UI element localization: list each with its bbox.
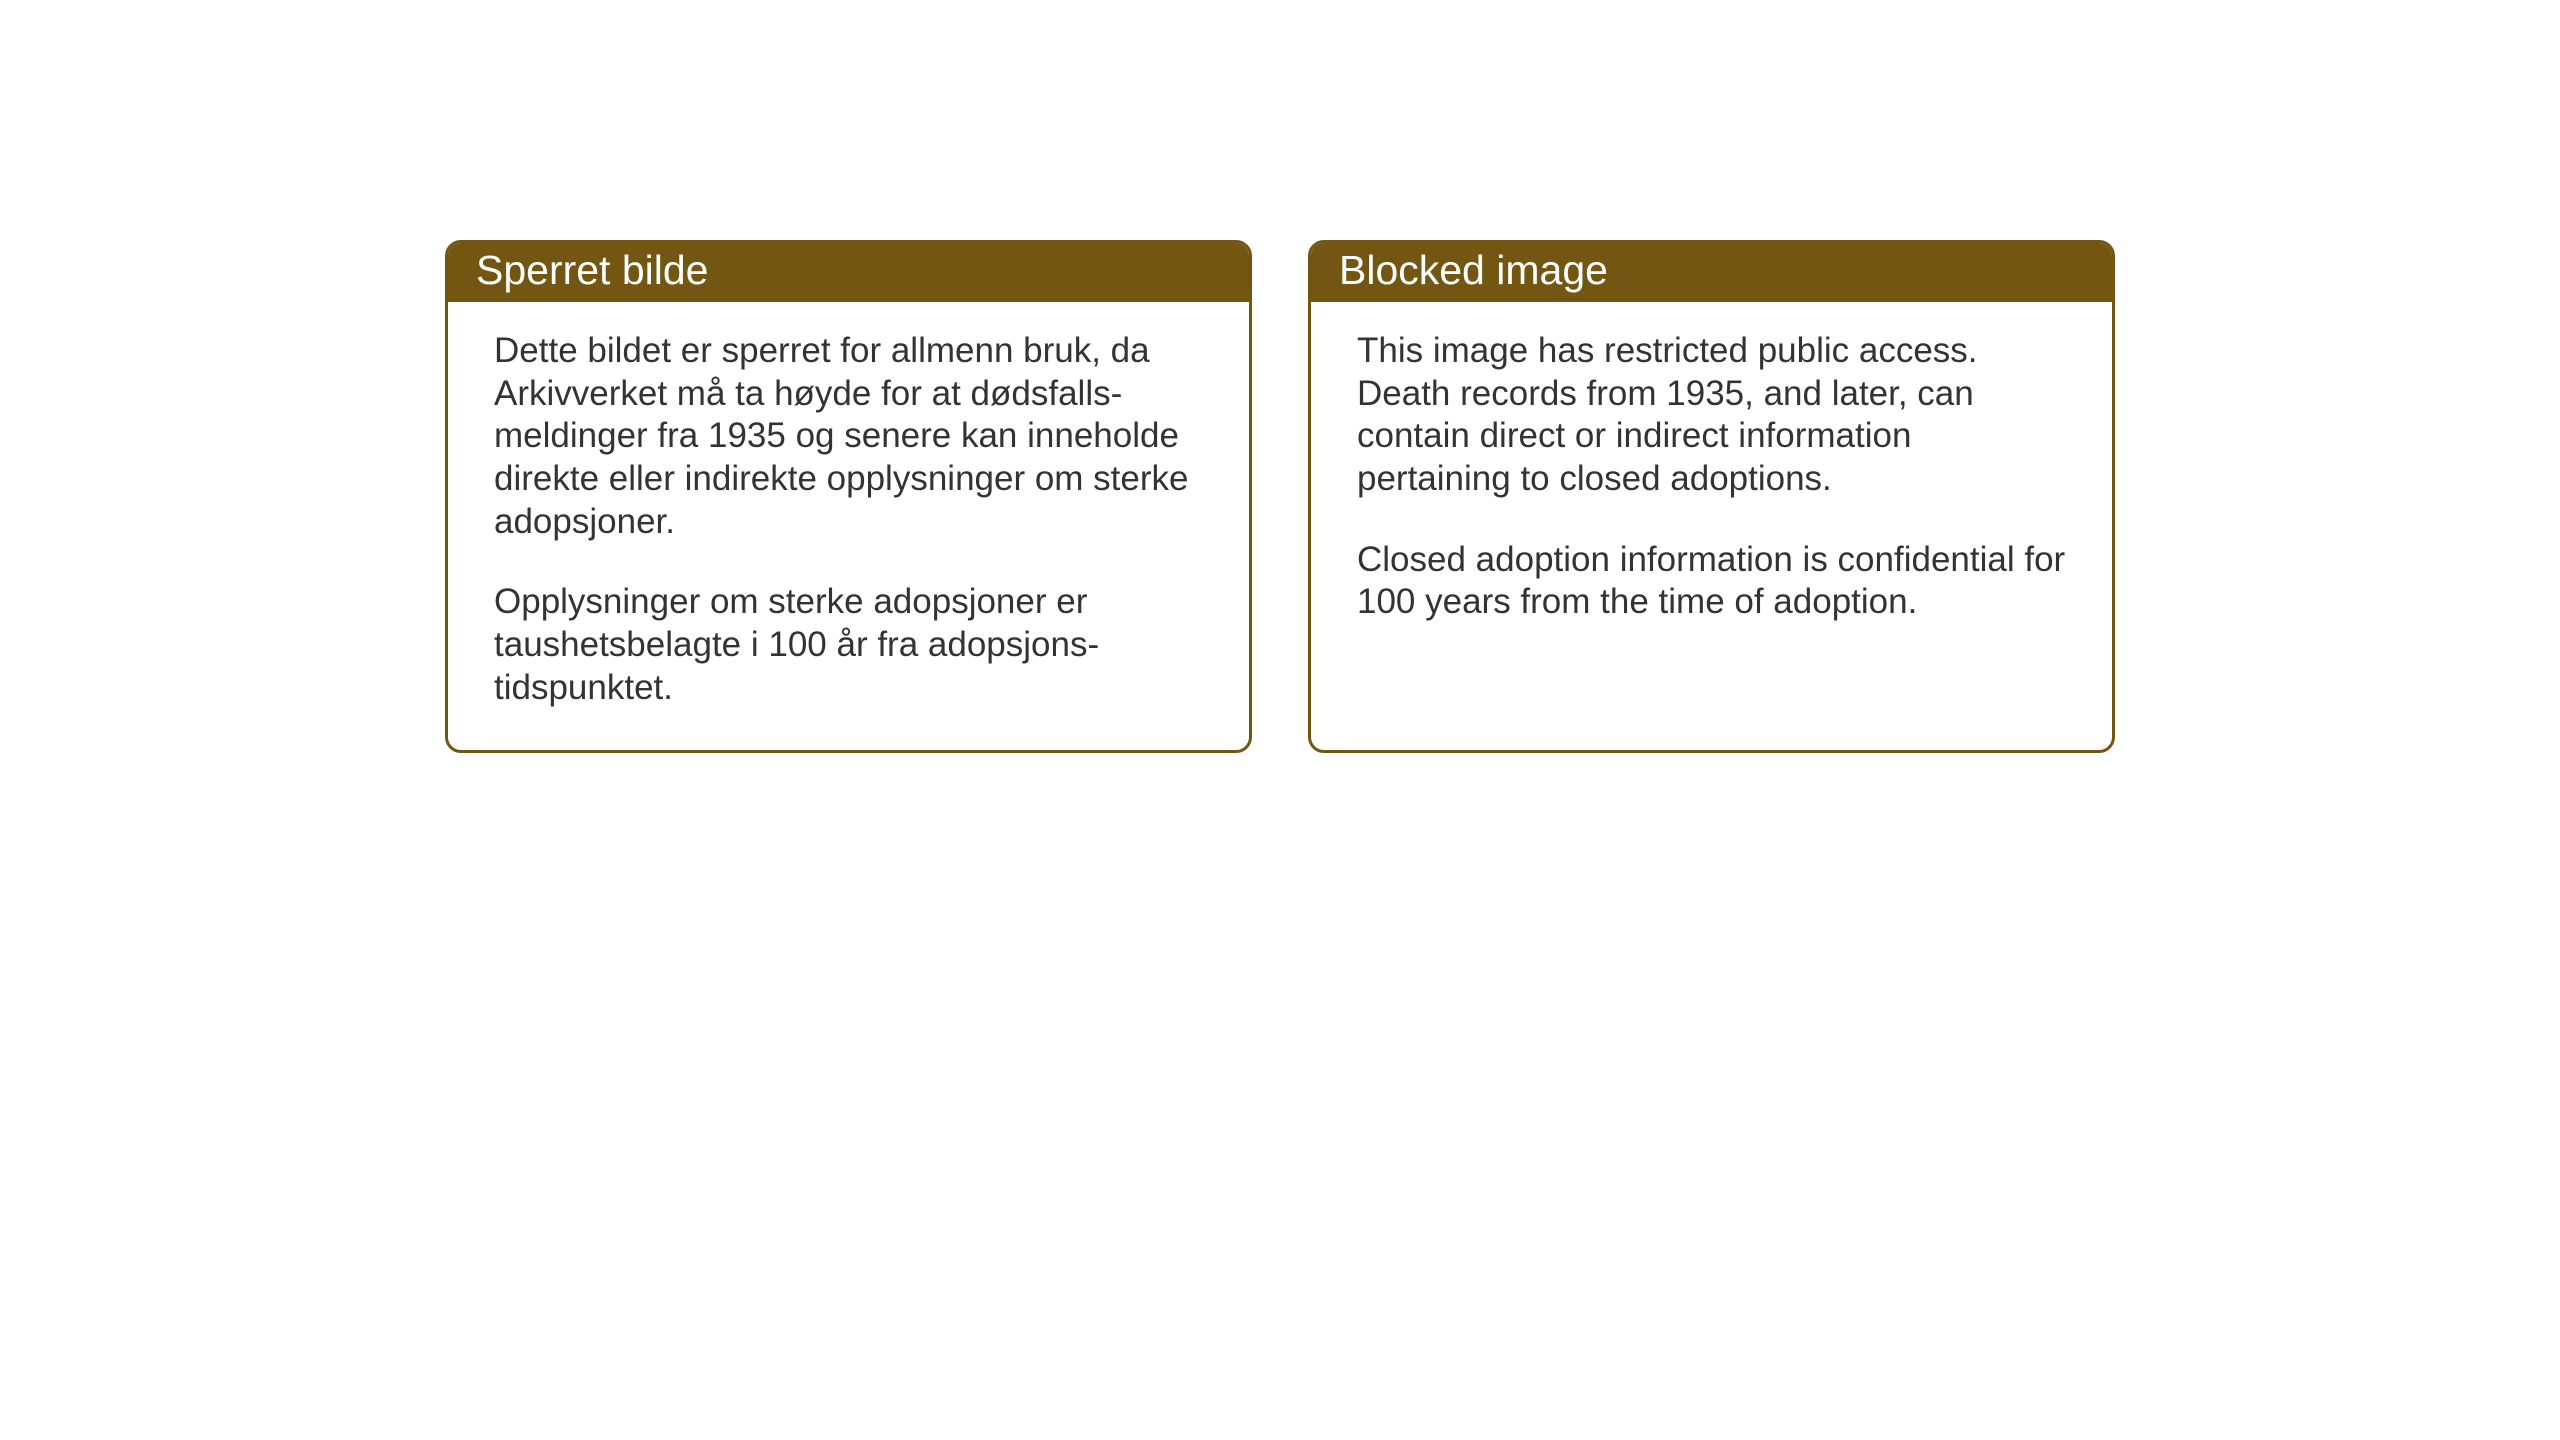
norwegian-card-title: Sperret bilde (448, 243, 1249, 302)
english-paragraph-1: This image has restricted public access.… (1357, 330, 2066, 501)
norwegian-notice-card: Sperret bilde Dette bildet er sperret fo… (445, 240, 1252, 753)
norwegian-paragraph-2: Opplysninger om sterke adopsjoner er tau… (494, 581, 1203, 709)
english-notice-card: Blocked image This image has restricted … (1308, 240, 2115, 753)
norwegian-paragraph-1: Dette bildet er sperret for allmenn bruk… (494, 330, 1203, 543)
notice-cards-container: Sperret bilde Dette bildet er sperret fo… (445, 240, 2115, 753)
english-paragraph-2: Closed adoption information is confident… (1357, 539, 2066, 624)
norwegian-card-body: Dette bildet er sperret for allmenn bruk… (448, 302, 1249, 750)
english-card-title: Blocked image (1311, 243, 2112, 302)
english-card-body: This image has restricted public access.… (1311, 302, 2112, 664)
